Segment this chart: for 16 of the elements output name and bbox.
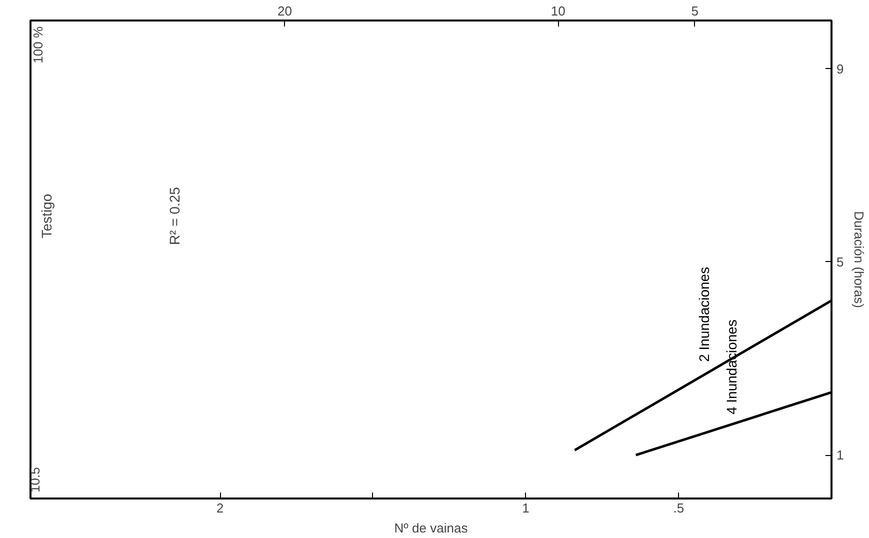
x2-tick-label: 5 [691,4,698,18]
y-tick-label: 5 [836,254,844,270]
x2-tick-label: 10 [550,4,566,18]
text: 2 Inundaciones [696,266,712,362]
y-tick-label: 9 [836,61,844,76]
x-axis-title: Nº de vainas [394,520,468,536]
y-axis-title: Duración (horas) [852,211,867,308]
annotation: 10.5 [28,467,42,492]
annotation: Testigo [38,194,55,238]
y-tick-label: 1 [836,448,844,463]
annotation: 100 % [30,26,46,64]
annotation: R² = 0.25 [166,186,183,246]
x-tick-label: 2 [216,500,224,516]
x2-tick-label: 20 [278,4,292,18]
x-tick-label: .5 [673,500,684,516]
x-tick-label: 1 [522,500,530,516]
